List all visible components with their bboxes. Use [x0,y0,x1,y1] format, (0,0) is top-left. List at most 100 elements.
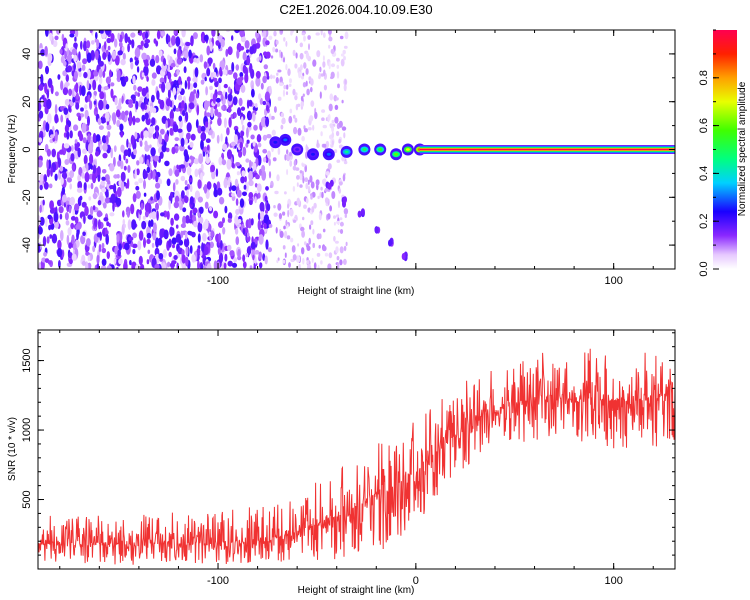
noise-blob [135,100,139,110]
noise-blob [127,219,132,231]
noise-blob [292,88,296,96]
noise-blob [234,214,239,225]
colorbar-tick-label: 0.2 [698,214,710,229]
noise-blob [292,185,296,192]
noise-blob [268,35,273,40]
noise-blob [271,129,276,136]
noise-blob [342,174,346,182]
noise-blob [105,233,109,245]
noise-blob [46,167,51,178]
noise-blob [110,82,115,87]
noise-blob [256,183,262,193]
noise-blob [341,156,345,162]
noise-blob [225,30,231,33]
noise-blob [147,249,151,254]
echo-core [378,148,383,151]
noise-blob [190,35,194,47]
noise-blob [286,169,289,176]
noise-blob [208,57,212,67]
tail-blob [401,253,406,260]
noise-blob [66,234,70,245]
noise-blob [77,147,81,158]
noise-blob [206,144,210,151]
noise-blob [309,175,313,183]
noise-blob [301,170,304,178]
noise-blob [277,203,282,211]
noise-blob [143,130,149,138]
noise-blob [99,91,105,100]
noise-blob [189,91,195,103]
noise-blob [315,179,320,186]
noise-blob [287,68,291,76]
noise-blob [39,216,45,226]
noise-blob [217,112,222,119]
noise-blob [141,32,146,38]
x-tick-label: 100 [604,575,622,587]
noise-blob [256,134,262,143]
noise-blob [87,115,90,126]
noise-blob [186,76,191,82]
noise-blob [343,45,348,49]
noise-blob [325,171,330,176]
noise-blob [49,200,54,210]
snr-plot-area [38,330,675,569]
noise-blob [319,233,322,239]
noise-blob [149,105,153,114]
noise-blob [343,208,349,215]
noise-blob [234,30,240,34]
noise-blob [193,158,200,165]
noise-blob [249,46,255,55]
noise-blob [114,38,118,48]
noise-blob [155,202,159,211]
noise-blob [146,76,149,82]
noise-blob [307,127,312,131]
noise-blob [107,45,111,51]
noise-blob [260,82,264,90]
noise-blob [42,199,45,206]
noise-blob [195,92,199,99]
echo-core [283,138,288,142]
noise-blob [68,258,73,265]
noise-blob [101,258,107,266]
noise-blob [255,70,261,79]
noise-blob [38,102,42,112]
noise-blob [122,52,126,61]
noise-blob [184,195,189,204]
colorbar: 0.0 0.2 0.4 0.6 0.8 Normalized spectral ampl… [698,29,748,277]
noise-blob [222,217,225,224]
noise-blob [204,218,209,230]
noise-blob [246,232,250,238]
y-tick-label: -20 [21,189,33,205]
noise-blob [194,67,199,78]
noise-blob [65,220,70,226]
noise-blob [202,232,207,242]
noise-blob [136,160,140,166]
noise-blob [81,260,86,266]
noise-blob [146,238,151,245]
noise-blob [322,228,326,233]
noise-blob [328,61,331,70]
noise-blob [235,236,240,246]
noise-blob [265,209,268,214]
noise-blob [335,97,339,101]
noise-blob [184,186,189,191]
noise-blob [62,70,68,77]
noise-blob [289,208,294,217]
noise-blob [140,202,144,210]
noise-blob [268,158,271,166]
noise-blob [288,83,292,88]
noise-blob [238,97,243,107]
noise-blob [165,82,171,91]
noise-blob [302,82,307,88]
noise-blob [101,176,106,181]
noise-blob [122,219,126,226]
noise-blob [74,139,78,144]
noise-blob [66,177,72,183]
noise-blob [144,140,148,147]
noise-blob [218,77,222,84]
noise-blob [152,222,157,233]
noise-blob [71,164,75,171]
noise-blob [73,70,78,80]
noise-blob [218,252,224,264]
noise-blob [150,169,153,179]
